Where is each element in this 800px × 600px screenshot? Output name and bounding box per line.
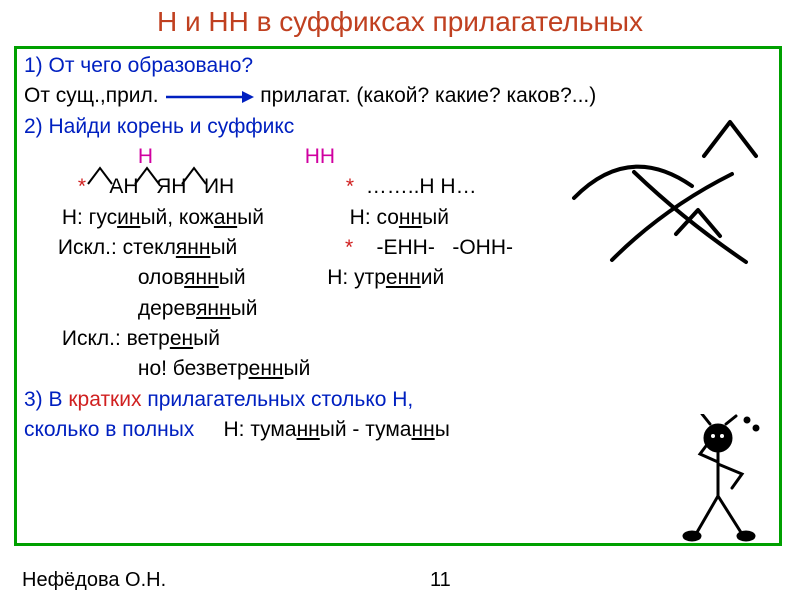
page-number: 11 [430,569,451,592]
rule3a: 3) В [24,388,68,411]
suffix-row: * АН ЯН ИН * ……..Н Н… [24,173,776,201]
letter-nn: НН [305,145,335,168]
rule3d-d: ы [435,418,450,441]
ex3r-u: енн [386,266,421,289]
ex6-tail: ый [284,357,311,380]
adj-questions: прилагат. (какой? какие? каков?...) [260,84,596,107]
ex1r-tail: ый [422,206,449,229]
ex4-lead: дерев [138,297,196,320]
ex-row-2: Искл.: стеклянный * -ЕНН- -ОНН- [24,234,776,262]
q1: 1) От чего образовано? [24,52,776,80]
suffix-an: АН [109,175,138,198]
ex3-tail: ый [219,266,246,289]
ex1r-lead: Н: со [350,206,399,229]
ex2-u: янн [176,236,211,259]
ex6-u: енн [249,357,284,380]
ex1-mid: ый, кож [140,206,213,229]
rule3d-a: сколько в полных [24,418,194,441]
rule3d-u2: нн [412,418,435,441]
line-derived: От сущ.,прил. прилагат. (какой? какие? к… [24,82,776,110]
ex3-u: янн [184,266,219,289]
ex1r-u: нн [399,206,422,229]
dots: …….. [366,175,420,198]
suffix-yan: ЯН [156,175,186,198]
star-right: * [346,175,354,198]
ex5-u: ен [170,327,193,350]
rule3-line2: сколько в полных Н: туманный - туманны [24,416,776,444]
author-footer: Нефёдова О.Н. [22,569,166,592]
ex-row-6: но! безветренный [24,355,776,383]
ex3-lead: олов [138,266,184,289]
ex2-lead: Искл.: стекл [58,236,176,259]
arrow-right-icon [164,88,254,106]
ex-row-5: Искл.: ветреный [24,325,776,353]
star-left: * [78,175,86,198]
ex5-lead: Искл.: ветр [62,327,170,350]
ex1-lead: Н: гус [62,206,117,229]
letter-n: Н [138,145,153,168]
root-nn: Н Н… [419,175,476,198]
ex2-tail: ый [210,236,237,259]
ex1-tail: ый [237,206,264,229]
rule3d-u1: нн [297,418,320,441]
ex2r-star: * [345,236,353,259]
rule3d-b: Н: тума [223,418,296,441]
ex-row-1: Н: гусиный, кожаный Н: сонный [24,204,776,232]
slide-title: Н и НН в суффиксах прилагательных [0,0,800,38]
rule3d-c: ый - тума [320,418,412,441]
suffix-in: ИН [204,175,234,198]
ex1-u1: ин [117,206,140,229]
ex3r-tail: ий [421,266,444,289]
rule3c: прилагательных столько Н, [141,388,413,411]
ex-row-4: деревянный [24,295,776,323]
q2: 2) Найди корень и суффикс [24,113,776,141]
ex6-lead: но! безветр [138,357,249,380]
suffix-enn: -ЕНН- [376,236,434,259]
ex5-tail: ый [193,327,220,350]
ex-row-3: оловянный Н: утренний [24,264,776,292]
rule3-line1: 3) В кратких прилагательных столько Н, [24,386,776,414]
content-block: 1) От чего образовано? От сущ.,прил. при… [24,52,776,446]
suffix-onn: -ОНН- [452,236,513,259]
ex3r-lead: Н: утр [327,266,386,289]
rule3b: кратких [68,388,141,411]
from-noun-adj: От сущ.,прил. [24,84,159,107]
ex1-u2: ан [214,206,237,229]
ex4-u: янн [196,297,231,320]
ex4-tail: ый [231,297,258,320]
n-nn-row: Н НН [24,143,776,171]
